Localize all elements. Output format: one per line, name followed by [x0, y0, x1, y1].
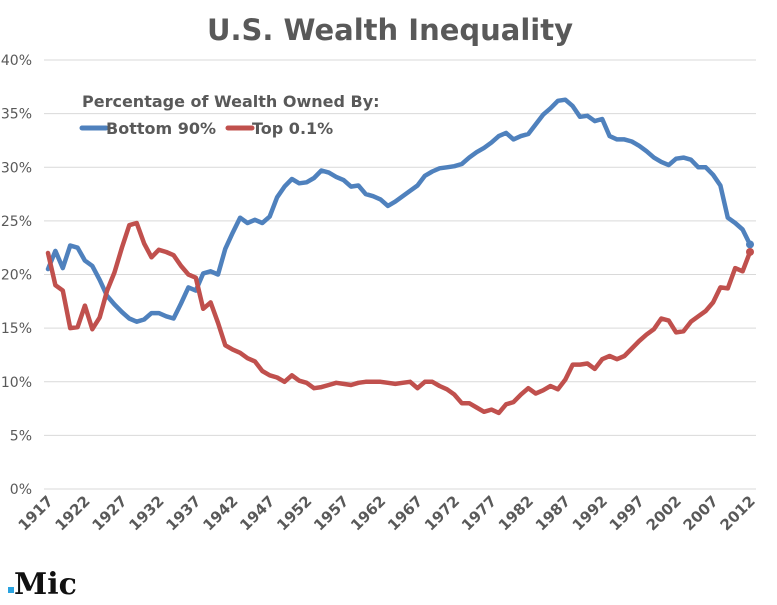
series-line-top-0-1 — [45, 220, 753, 416]
legend-label-top-0-1: Top 0.1% — [252, 119, 333, 138]
logo-text: Mic — [14, 567, 77, 602]
x-tick-label: 1962 — [347, 492, 389, 534]
x-tick-label: 1997 — [606, 492, 648, 534]
legend-label-bottom-90: Bottom 90% — [106, 119, 216, 138]
x-tick-label: 1937 — [162, 492, 204, 534]
series-line-bottom-90 — [45, 97, 753, 324]
x-tick-label: 2007 — [680, 492, 722, 534]
logo-dot — [8, 587, 14, 593]
x-tick-label: 1922 — [52, 492, 94, 534]
y-tick-label: 15% — [1, 321, 32, 337]
x-tick-label: 1992 — [569, 492, 611, 534]
y-tick-label: 10% — [1, 375, 32, 391]
x-tick-label: 1977 — [458, 492, 500, 534]
y-tick-label: 30% — [1, 160, 32, 176]
x-tick-label: 1987 — [532, 492, 574, 534]
x-tick-label: 1932 — [125, 492, 167, 534]
x-tick-label: 2002 — [643, 492, 685, 534]
x-tick-label: 1927 — [88, 492, 130, 534]
x-tick-label: 1957 — [310, 492, 352, 534]
x-tick-label: 1952 — [273, 492, 315, 534]
x-tick-label: 1917 — [15, 492, 57, 534]
x-tick-label: 1972 — [421, 492, 463, 534]
series-end-marker — [746, 240, 754, 249]
y-tick-label: 40% — [1, 53, 32, 69]
x-tick-label: 2012 — [717, 492, 759, 534]
y-tick-label: 20% — [1, 268, 32, 284]
mic-logo: Mic — [8, 567, 77, 602]
series-end-marker — [746, 247, 754, 256]
x-tick-label: 1982 — [495, 492, 537, 534]
x-tick-label: 1942 — [199, 492, 241, 534]
legend-title: Percentage of Wealth Owned By: — [82, 92, 380, 111]
y-tick-label: 5% — [10, 428, 32, 444]
legend: Percentage of Wealth Owned By: Bottom 90… — [79, 92, 380, 138]
x-tick-label: 1947 — [236, 492, 278, 534]
chart-title: U.S. Wealth Inequality — [207, 13, 573, 47]
y-tick-label: 35% — [1, 107, 32, 123]
y-tick-label: 25% — [1, 214, 32, 230]
y-tick-label: 0% — [10, 482, 32, 498]
x-tick-label: 1967 — [384, 492, 426, 534]
